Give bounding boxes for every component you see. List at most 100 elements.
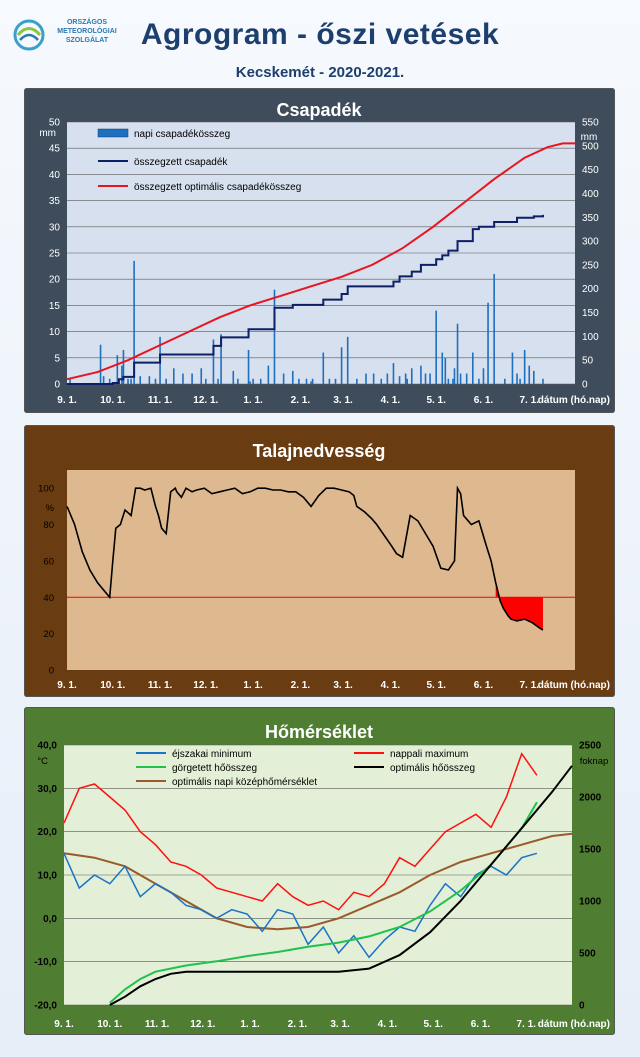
precip-bar [172,368,175,384]
precip-bar [523,349,526,384]
x-tick-label: 7. 1. [519,395,539,406]
precip-bar [99,344,102,384]
precip-bar [511,352,514,384]
precip-bar [249,381,251,384]
cum-precip-line [67,214,544,385]
precip-bar [122,349,125,384]
legend-item-cum: összegzett csapadék [134,157,228,168]
precip-bar [291,370,294,384]
precip-bar [69,378,71,384]
precip-bar [435,310,437,384]
precip-bar [459,373,462,384]
x-tick-label: 10. 1. [100,680,125,691]
precip-bar [252,378,254,384]
precip-bar [217,378,219,384]
x-tick-label: 11. 1. [148,680,173,691]
left-axis-unit: % [46,503,55,514]
logo-text: ORSZÁGOS METEOROLÓGIAI SZOLGÁLAT [52,18,122,45]
precip-bar [452,378,454,384]
precip-bar [465,373,468,384]
left-axis-unit: °C [37,756,48,767]
x-tick-label: 6. 1. [471,1019,491,1030]
y-left-tick: -10,0 [34,957,57,968]
chart-title: Hőmérséklet [265,722,373,742]
temperature-chart: Hőmérséklet -20,0 -10,0 0,0 10,0 20,0 30,0 40,… [34,722,610,1030]
y-left-tick: 35 [49,196,61,207]
y-right-tick: 0 [582,380,588,391]
x-tick-label: 6. 1. [474,395,494,406]
precip-bar [424,373,427,384]
precip-bar [259,378,262,384]
precip-bar [148,376,151,384]
precip-bar [340,347,343,384]
legend: napi csapadékösszeg összegzett csapadék … [97,128,301,193]
y-right-tick: 500 [582,141,599,152]
right-axis-unit: foknap [580,756,609,767]
y-right-tick: 200 [582,284,599,295]
y-right-tick: 350 [582,213,599,224]
y-left-tick: 40,0 [38,741,58,752]
y-left-tick: 40 [43,593,54,604]
opt-mean-line [63,832,573,931]
precip-bar [282,373,285,384]
y-left-tick: 0,0 [43,914,57,925]
precip-bar [346,336,349,384]
y-left-tick: 30,0 [38,784,58,795]
y-left-tick: 45 [49,144,61,155]
precip-bar [456,323,459,384]
precip-bar [121,365,123,384]
precip-bar [493,273,495,384]
precip-bar [273,289,276,384]
y-right-tick: 150 [582,308,599,319]
y-left-tick: 40 [49,170,61,181]
x-tick-label: 7. 1. [519,680,539,691]
y-right-tick: 550 [582,118,599,129]
soil-moisture-chart: Talajnedvesség 0 20 40 60 80 100 9. 1. 10. 1. 1… [38,441,610,691]
precip-bar [487,302,489,384]
y-left-tick: 0 [49,666,54,677]
x-tick-label: 9. 1. [57,395,77,406]
x-tick-label: 11. 1. [145,1019,170,1030]
precip-bar [516,373,518,384]
precipitation-chart: Csapadék 0 5 10 15 20 25 30 35 40 45 50 0 50 100 150 2… [39,100,610,406]
precip-bar [200,368,203,384]
precip-bar [139,376,142,384]
y-right-tick: 450 [582,165,599,176]
y-right-tick: 1000 [579,897,602,908]
soil-moisture-line [66,485,544,631]
omsz-logo: ORSZÁGOS METEOROLÓGIAI SZOLGÁLAT [12,18,122,58]
precip-bar [398,376,401,384]
chart-title: Csapadék [276,100,362,120]
left-axis-unit: mm [39,128,56,139]
x-tick-label: 4. 1. [381,395,401,406]
precip-bar [429,373,431,384]
x-axis-label: dátum (hó.nap) [538,1019,610,1030]
precip-bar [542,378,544,384]
precip-bar [205,378,207,384]
logo-line-1: ORSZÁGOS [66,19,108,26]
y-right-tick: 250 [582,260,599,271]
x-tick-label: 12. 1. [193,395,218,406]
y-left-tick: 0 [54,380,60,391]
x-tick-label: 2. 1. [291,395,311,406]
precip-bar [482,368,485,384]
legend-item-heat: görgetett hőösszeg [172,763,257,774]
x-tick-label: 4. 1. [381,680,401,691]
tmax-line [63,752,538,911]
y-right-tick: 400 [582,189,599,200]
y-left-tick: 10,0 [38,871,58,882]
precip-bar [133,260,135,384]
tmin-line [63,852,538,959]
x-tick-label: 5. 1. [423,1019,443,1030]
x-tick-label: 11. 1. [148,395,173,406]
precip-bar [154,378,157,384]
precip-bar [267,365,270,384]
precip-bar [298,378,300,384]
temperature-panel: Hőmérséklet -20,0 -10,0 0,0 10,0 20,0 30,0 40,… [24,707,615,1035]
y-right-tick: 0 [579,1001,585,1012]
logo-line-2: METEOROLÓGIAI [57,28,117,35]
opt-heat-sum-line [109,765,573,1006]
precip-bar [237,378,239,384]
precip-bar [232,370,235,384]
precip-bar [305,378,308,384]
